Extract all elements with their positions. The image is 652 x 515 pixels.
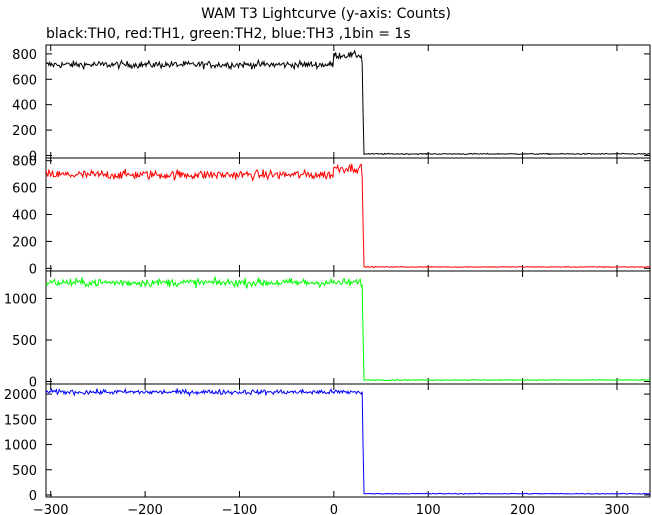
y-tick-label-TH2-0: 0 <box>29 376 37 391</box>
y-tick-label-TH1-600: 600 <box>12 182 37 197</box>
chart-title: WAM T3 Lightcurve (y-axis: Counts) <box>201 6 451 22</box>
series-line-TH1 <box>45 163 651 269</box>
y-tick-label-TH1-200: 200 <box>12 235 37 250</box>
x-tick-label-0: 0 <box>330 503 338 515</box>
chart-subtitle: black:TH0, red:TH1, green:TH2, blue:TH3 … <box>46 26 411 42</box>
y-tick-label-TH1-400: 400 <box>12 209 37 224</box>
y-tick-label-TH0-0: 0 <box>29 149 37 164</box>
y-tick-label-TH3-0: 0 <box>29 489 37 504</box>
y-tick-label-TH0-400: 400 <box>12 99 37 114</box>
y-tick-label-TH3-2000: 2000 <box>4 388 37 403</box>
x-tick-label-300: 300 <box>605 503 630 515</box>
x-tick-label--200: −200 <box>127 503 163 515</box>
x-tick-label-100: 100 <box>416 503 441 515</box>
panel-frame-TH0 <box>45 44 651 159</box>
y-tick-label-TH0-800: 800 <box>12 48 37 63</box>
y-tick-label-TH2-1000: 1000 <box>4 292 37 307</box>
y-tick-label-TH3-500: 500 <box>12 464 37 479</box>
panel-frame-TH2 <box>45 270 651 385</box>
y-tick-label-TH3-1500: 1500 <box>4 413 37 428</box>
panel-frame-TH3 <box>45 383 651 498</box>
x-tick-label--300: −300 <box>33 503 69 515</box>
series-line-TH2 <box>45 276 651 382</box>
series-line-TH0 <box>45 49 651 156</box>
y-tick-label-TH3-1000: 1000 <box>4 439 37 454</box>
series-line-TH3 <box>45 387 651 495</box>
y-tick-label-TH2-500: 500 <box>12 334 37 349</box>
y-tick-label-TH0-600: 600 <box>12 73 37 88</box>
x-tick-label-200: 200 <box>510 503 535 515</box>
y-tick-label-TH0-200: 200 <box>12 124 37 139</box>
y-tick-label-TH1-0: 0 <box>29 262 37 277</box>
x-tick-label--100: −100 <box>222 503 258 515</box>
y-tick-label-TH1-800: 800 <box>12 155 37 170</box>
